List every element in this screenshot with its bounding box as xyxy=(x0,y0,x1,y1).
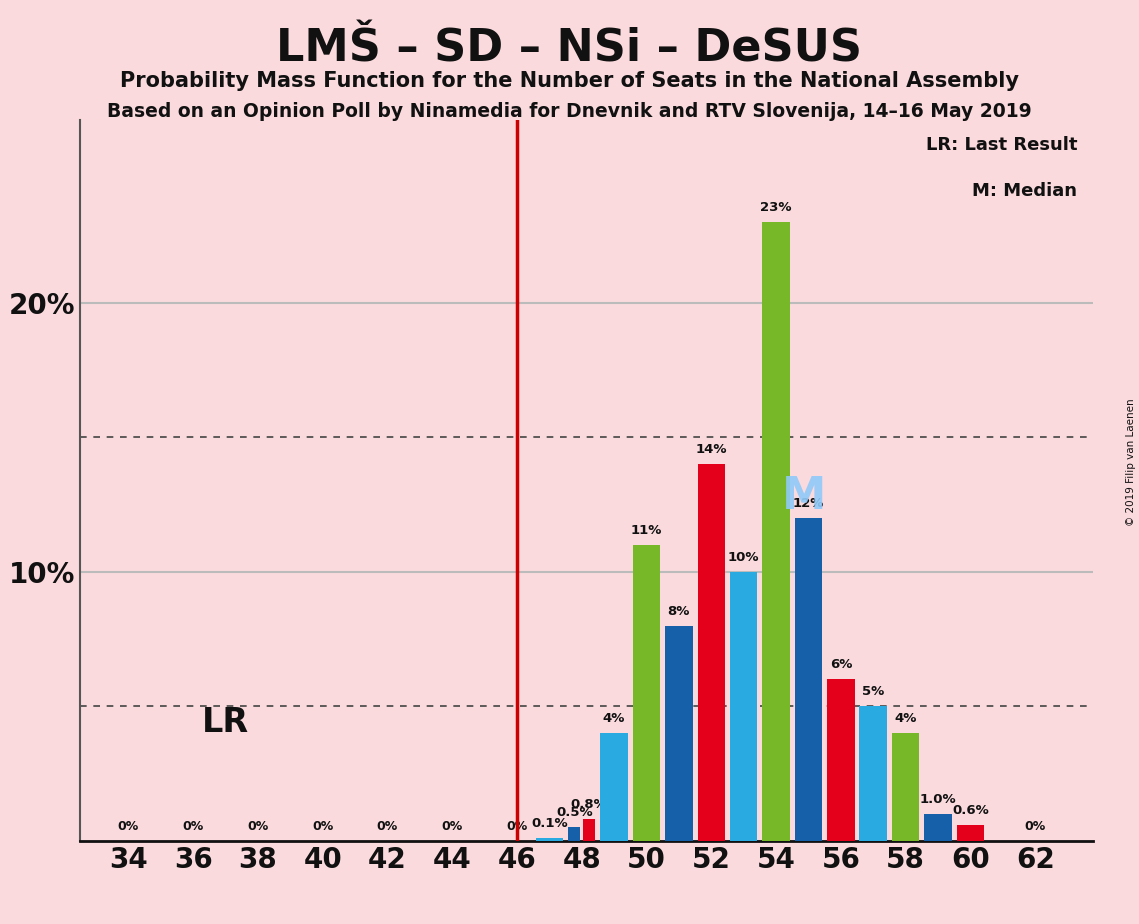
Text: 0%: 0% xyxy=(377,820,398,833)
Text: 0%: 0% xyxy=(247,820,269,833)
Text: 1.0%: 1.0% xyxy=(919,793,957,806)
Bar xyxy=(860,706,887,841)
Text: 0%: 0% xyxy=(182,820,204,833)
Text: 8%: 8% xyxy=(667,604,690,617)
Text: 0%: 0% xyxy=(507,820,527,833)
Text: Based on an Opinion Poll by Ninamedia for Dnevnik and RTV Slovenija, 14–16 May 2: Based on an Opinion Poll by Ninamedia fo… xyxy=(107,102,1032,121)
Text: © 2019 Filip van Laenen: © 2019 Filip van Laenen xyxy=(1126,398,1136,526)
Text: 0.8%: 0.8% xyxy=(571,798,607,811)
Bar xyxy=(892,734,919,841)
Text: M: Median: M: Median xyxy=(973,182,1077,200)
Bar xyxy=(583,820,596,841)
Bar xyxy=(600,734,628,841)
Text: 0.5%: 0.5% xyxy=(556,807,592,820)
Bar xyxy=(535,838,563,841)
Text: M: M xyxy=(781,475,826,518)
Bar xyxy=(730,572,757,841)
Text: 0%: 0% xyxy=(1024,820,1046,833)
Bar xyxy=(762,223,789,841)
Text: 14%: 14% xyxy=(696,444,727,456)
Text: 5%: 5% xyxy=(862,686,884,699)
Text: Probability Mass Function for the Number of Seats in the National Assembly: Probability Mass Function for the Number… xyxy=(120,71,1019,91)
Text: 0.6%: 0.6% xyxy=(952,804,989,817)
Text: 4%: 4% xyxy=(603,712,625,725)
Text: 12%: 12% xyxy=(793,497,825,510)
Bar xyxy=(827,679,854,841)
Bar xyxy=(633,545,661,841)
Bar xyxy=(697,465,726,841)
Bar xyxy=(924,814,952,841)
Text: 23%: 23% xyxy=(761,201,792,214)
Text: 0%: 0% xyxy=(442,820,462,833)
Bar xyxy=(795,518,822,841)
Text: LMŠ – SD – NSi – DeSUS: LMŠ – SD – NSi – DeSUS xyxy=(277,28,862,71)
Text: 0.1%: 0.1% xyxy=(531,817,567,830)
Text: 0%: 0% xyxy=(312,820,334,833)
Text: 0%: 0% xyxy=(117,820,139,833)
Bar xyxy=(957,825,984,841)
Text: LR: LR xyxy=(202,706,249,739)
Bar xyxy=(665,626,693,841)
Text: 6%: 6% xyxy=(829,659,852,672)
Text: 11%: 11% xyxy=(631,524,662,537)
Text: LR: Last Result: LR: Last Result xyxy=(926,136,1077,154)
Text: 4%: 4% xyxy=(894,712,917,725)
Bar xyxy=(568,827,581,841)
Text: 10%: 10% xyxy=(728,551,760,564)
